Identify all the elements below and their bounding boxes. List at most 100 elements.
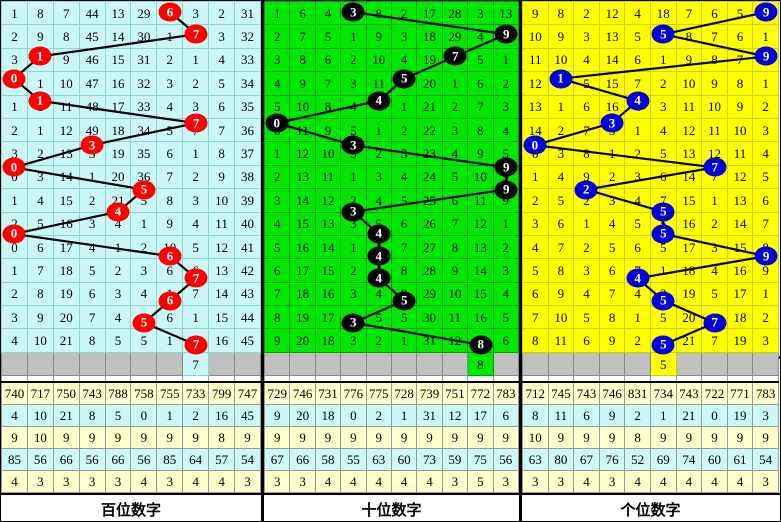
grid-cell: 1	[752, 281, 779, 307]
grid-cell: 1	[365, 117, 392, 143]
grid-cell: 6	[156, 258, 184, 283]
stats-cell: 3	[441, 470, 469, 493]
stats-cell: 799	[208, 381, 236, 405]
grid-cell: 4	[365, 94, 392, 119]
table-row: 1 1 11 48 17 33 4 3 6 35	[1, 94, 261, 119]
stats-tens[interactable]: 0123456789729746731776775728739751772783…	[261, 359, 522, 493]
grid-cell: 21	[52, 328, 80, 353]
grid-cell: 2	[340, 47, 367, 73]
grid-cell: 6	[624, 47, 651, 73]
grid-cell: 1	[492, 47, 520, 73]
grid-cell: 2	[104, 258, 132, 283]
grid-cell: 11	[675, 94, 703, 119]
grid-cell: 9	[675, 47, 703, 73]
stats-cell: 9	[78, 426, 106, 449]
stats-cell: 66	[52, 448, 80, 471]
grid-cell: 5	[624, 211, 651, 236]
grid-cell: 2	[492, 234, 520, 260]
grid-cell: 8	[547, 1, 575, 26]
grid-cell: 3	[78, 141, 106, 166]
stats-cell: 1	[649, 404, 677, 427]
grid-cell: 2	[263, 164, 291, 190]
grid-cell: 16	[289, 234, 316, 260]
grid-cell: 1	[26, 47, 54, 73]
grid-cell: 3	[752, 117, 779, 143]
table-row: 0 3 14 1 20 36 7 2 9 38	[1, 164, 261, 190]
grid-cell: 8	[598, 305, 626, 330]
panel-tens[interactable]: 1 6 4 3 8 2 17 28 3 13 2 7 5 1 9 3 18 29 4 9 3 8 6 2 10 4 19 7 5 1 4 9 7…	[261, 1, 522, 377]
grid-cell: 7	[182, 281, 210, 307]
stats-cell: 4	[649, 470, 677, 493]
stats-cell: 61	[726, 448, 754, 471]
stats-cell: 746	[598, 381, 626, 405]
grid-cell: 3	[547, 141, 575, 166]
table-row: 1 8 7 44 13 29 6 3 2 31	[1, 1, 261, 26]
grid-cell: 7	[675, 1, 703, 26]
panel-hundreds[interactable]: 1 8 7 44 13 29 6 3 2 31 2 9 8 45 14 30 1 7 3 32 3 1 9 46 15 31 2 1 4…	[1, 1, 261, 377]
grid-cell: 2	[573, 188, 600, 213]
panel-units[interactable]: 9 8 2 12 4 18 7 6 5 9 10 9 3 13 5 5 8 7 6 1 11 10 4 14 6 1 9 8 7 9 12 1…	[522, 1, 779, 377]
table-row: 3 1 9 46 15 31 2 1 4 33	[1, 47, 261, 73]
grid-cell: 10	[26, 328, 54, 353]
stats-cell: 3	[104, 470, 132, 493]
grid-cell: 6	[26, 234, 54, 260]
grid-cell: 6	[573, 328, 600, 353]
grid-cell: 8	[522, 328, 549, 353]
stats-cell: 64	[182, 448, 210, 471]
stats-units[interactable]: 0123456789712745743746831734743722771783…	[522, 359, 779, 493]
grid-cell	[289, 351, 316, 377]
grid-cell: 3	[104, 281, 132, 307]
grid-cell: 5	[649, 24, 677, 49]
stats-cell: 10	[26, 404, 54, 427]
grid-cell: 11	[522, 47, 549, 73]
grid-cell: 19	[104, 141, 132, 166]
grid-cell: 0	[1, 234, 28, 260]
grid-cell: 6	[649, 164, 677, 190]
table-row: 5	[522, 351, 779, 377]
stats-hundreds[interactable]: 0123456789740717750743788758755733799747…	[1, 359, 261, 493]
grid-cell: 14	[726, 211, 754, 236]
grid-cell	[416, 351, 443, 377]
stats-cell: 755	[156, 381, 184, 405]
stats-grid: 0123456789712745743746831734743722771783…	[522, 359, 779, 493]
stats-cell: 2	[365, 404, 392, 427]
grid-cell: 3	[492, 258, 520, 283]
grid-cell: 3	[1, 47, 28, 73]
grid-cell: 9	[752, 1, 779, 26]
table-row: 11 10 4 14 6 1 9 8 7 9	[522, 47, 779, 73]
grid-cell: 6	[726, 24, 754, 49]
stats-cell: 9	[598, 426, 626, 449]
grid-cell: 11	[52, 94, 80, 119]
stats-cell: 9	[263, 404, 291, 427]
grid-cell: 6	[208, 94, 236, 119]
grid-cell: 13	[314, 211, 342, 236]
grid-cell	[52, 351, 80, 377]
grid-cell: 6	[441, 188, 469, 213]
grid-cell: 2	[365, 328, 392, 353]
grid-cell: 31	[130, 47, 158, 73]
stats-cell: 4	[182, 470, 210, 493]
grid-cell: 13	[289, 164, 316, 190]
grid-cell: 7	[726, 47, 754, 73]
grid-cell: 5	[726, 1, 754, 26]
grid-cell: 7	[701, 328, 728, 353]
grid-cell: 8	[365, 1, 392, 26]
grid-cell: 8	[208, 141, 236, 166]
grid-cell: 5	[649, 351, 677, 377]
stats-cell: 4	[208, 470, 236, 493]
grid-cell: 3	[1, 305, 28, 330]
table-row: 2 13 11 1 3 4 24 5 10 9	[263, 164, 520, 190]
stats-cell: 4	[340, 470, 367, 493]
grid-cell: 2	[182, 164, 210, 190]
stats-cell: 67	[263, 448, 291, 471]
grid-cell: 9	[26, 305, 54, 330]
grid-cell: 13	[492, 1, 520, 26]
grid-cell: 3	[156, 71, 184, 96]
stats-cell: 1	[156, 404, 184, 427]
grid-cell: 45	[78, 24, 106, 49]
grid-cell: 7	[752, 211, 779, 236]
stats-cell: 3	[752, 404, 779, 427]
grid-cell: 15	[104, 47, 132, 73]
stats-cell: 3	[522, 470, 549, 493]
grid-cell: 16	[675, 211, 703, 236]
